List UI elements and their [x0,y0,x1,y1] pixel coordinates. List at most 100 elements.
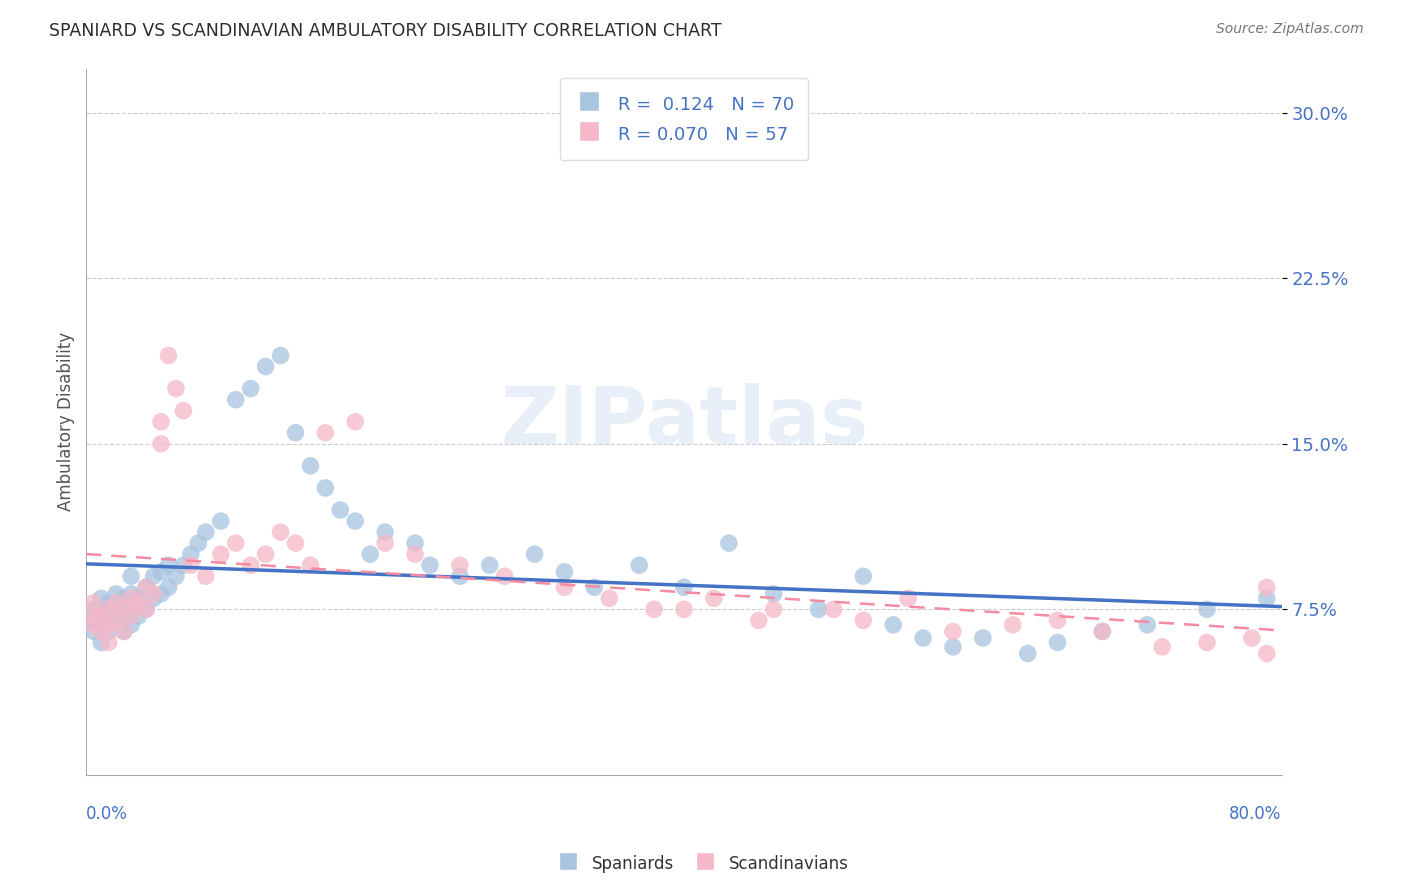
Point [314,425,336,440]
Point [112,591,135,606]
Point [187,536,209,550]
Point [823,602,845,616]
Point [157,558,180,573]
Point [852,614,875,628]
Legend: R =  0.124   N = 70, R = 0.070   N = 57: R = 0.124 N = 70, R = 0.070 N = 57 [560,78,808,160]
Point [209,514,232,528]
Point [1046,614,1069,628]
Point [165,569,187,583]
Text: ZIPatlas: ZIPatlas [501,383,868,461]
Point [90,609,112,624]
Point [180,558,202,573]
Point [299,458,322,473]
Point [942,624,965,639]
Point [135,580,157,594]
Point [209,547,232,561]
Point [90,602,112,616]
Point [142,587,165,601]
Point [717,536,740,550]
Point [120,591,142,606]
Point [344,415,367,429]
Point [239,558,262,573]
Point [225,392,247,407]
Point [643,602,665,616]
Point [90,617,112,632]
Point [494,569,516,583]
Point [90,624,112,639]
Text: 80.0%: 80.0% [1229,805,1282,823]
Point [239,382,262,396]
Point [553,580,575,594]
Point [1091,624,1114,639]
Text: SPANIARD VS SCANDINAVIAN AMBULATORY DISABILITY CORRELATION CHART: SPANIARD VS SCANDINAVIAN AMBULATORY DISA… [49,22,721,40]
Point [97,596,120,610]
Point [1136,617,1159,632]
Point [150,587,173,601]
Point [270,525,292,540]
Point [972,631,994,645]
Point [1240,631,1263,645]
Point [97,624,120,639]
Point [329,503,352,517]
Point [225,536,247,550]
Point [112,624,135,639]
Point [583,580,606,594]
Point [157,349,180,363]
Point [83,602,105,616]
Point [523,547,546,561]
Point [419,558,441,573]
Point [1017,647,1039,661]
Point [672,580,695,594]
Point [90,635,112,649]
Point [128,596,150,610]
Point [120,602,142,616]
Point [284,536,307,550]
Point [882,617,904,632]
Point [105,614,128,628]
Point [105,602,128,616]
Point [172,558,194,573]
Point [254,359,277,374]
Text: 0.0%: 0.0% [86,805,128,823]
Point [942,640,965,654]
Point [404,547,426,561]
Point [112,602,135,616]
Point [703,591,725,606]
Point [142,569,165,583]
Point [748,614,770,628]
Point [194,525,217,540]
Point [83,596,105,610]
Text: Source: ZipAtlas.com: Source: ZipAtlas.com [1216,22,1364,37]
Point [97,602,120,616]
Point [105,614,128,628]
Point [83,614,105,628]
Point [1256,591,1278,606]
Point [180,547,202,561]
Point [897,591,920,606]
Point [1256,647,1278,661]
Point [762,602,785,616]
Point [194,569,217,583]
Point [344,514,367,528]
Point [807,602,830,616]
Point [120,569,142,583]
Point [359,547,381,561]
Point [628,558,651,573]
Point [449,569,471,583]
Point [83,624,105,639]
Point [299,558,322,573]
Point [135,602,157,616]
Point [270,349,292,363]
Point [157,580,180,594]
Point [105,596,128,610]
Point [1152,640,1174,654]
Point [135,580,157,594]
Point [150,437,173,451]
Point [112,624,135,639]
Point [1046,635,1069,649]
Point [1195,635,1218,649]
Point [120,587,142,601]
Point [120,617,142,632]
Point [97,617,120,632]
Point [1256,580,1278,594]
